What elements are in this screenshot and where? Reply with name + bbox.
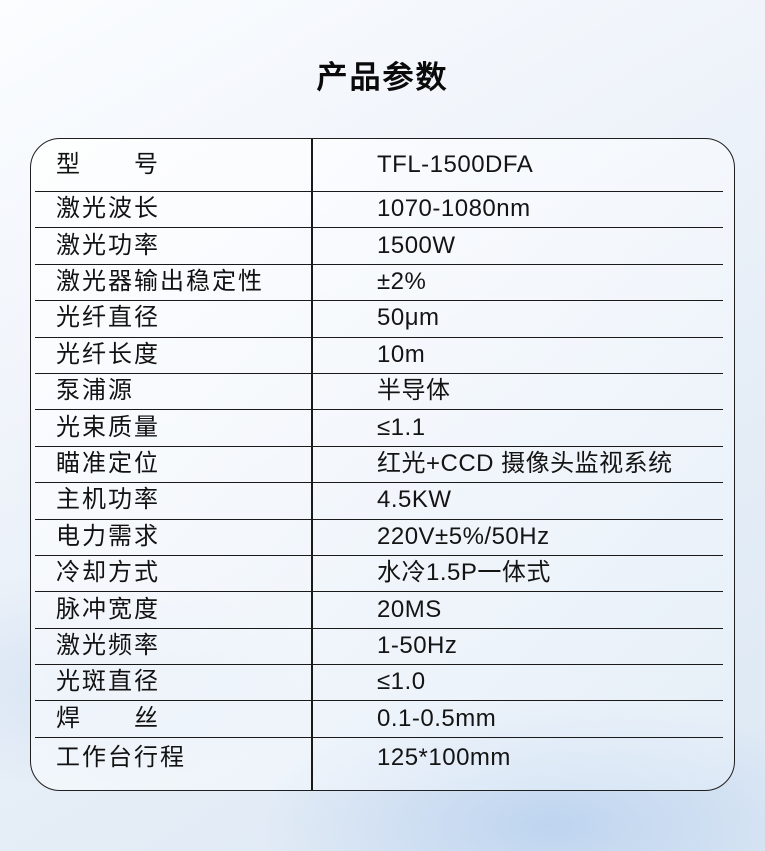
spec-value: 4.5KW xyxy=(377,486,452,514)
spec-table-rows: 型 号 TFL-1500DFA 激光波长 1070-1080nm 激光功率 15… xyxy=(35,139,723,790)
table-row: 电力需求 220V±5%/50Hz xyxy=(35,520,723,556)
spec-label: 光纤长度 xyxy=(56,340,160,368)
table-row: 泵浦源 半导体 xyxy=(35,374,723,411)
table-row: 激光功率 1500W xyxy=(35,228,723,265)
table-row: 光斑直径 ≤1.0 xyxy=(35,665,723,702)
spec-label: 光纤直径 xyxy=(56,304,160,332)
table-row: 激光波长 1070-1080nm xyxy=(35,192,723,229)
page-title: 产品参数 xyxy=(316,60,449,95)
spec-value: 半导体 xyxy=(377,377,451,405)
spec-value: 10m xyxy=(377,340,426,368)
spec-label: 激光波长 xyxy=(56,195,160,223)
spec-value: ≤1.1 xyxy=(377,413,426,441)
spec-value: 0.1-0.5mm xyxy=(377,704,497,732)
spec-value: TFL-1500DFA xyxy=(377,150,534,178)
spec-value: 125*100mm xyxy=(377,743,511,771)
table-row: 型 号 TFL-1500DFA xyxy=(35,139,723,192)
spec-label: 瞄准定位 xyxy=(56,450,160,478)
table-row: 冷却方式 水冷1.5P一体式 xyxy=(35,556,723,593)
table-row: 光束质量 ≤1.1 xyxy=(35,410,723,447)
spec-value: ±2% xyxy=(377,268,427,296)
spec-value: 220V±5%/50Hz xyxy=(377,522,550,550)
spec-label: 光束质量 xyxy=(56,413,160,441)
spec-label: 工作台行程 xyxy=(56,743,186,771)
spec-label: 光斑直径 xyxy=(56,668,160,696)
table-row: 主机功率 4.5KW xyxy=(35,483,723,520)
spec-label: 激光器输出稳定性 xyxy=(56,268,264,296)
spec-value: 1070-1080nm xyxy=(377,195,531,223)
spec-value: 水冷1.5P一体式 xyxy=(377,559,551,587)
spec-label: 冷却方式 xyxy=(56,559,160,587)
column-divider-line xyxy=(311,139,313,790)
table-row: 脉冲宽度 20MS xyxy=(35,592,723,629)
spec-label: 焊 丝 xyxy=(56,704,160,732)
table-row: 焊 丝 0.1-0.5mm xyxy=(35,701,723,738)
spec-value: 1-50Hz xyxy=(377,631,458,659)
spec-label: 主机功率 xyxy=(56,486,160,514)
table-row: 工作台行程 125*100mm xyxy=(35,738,723,790)
table-row: 光纤长度 10m xyxy=(35,338,723,374)
spec-value: 红光+CCD 摄像头监视系统 xyxy=(377,450,673,478)
spec-label: 激光功率 xyxy=(56,231,160,259)
spec-label: 脉冲宽度 xyxy=(56,595,160,623)
spec-label: 泵浦源 xyxy=(56,377,134,405)
spec-label: 激光频率 xyxy=(56,631,160,659)
table-row: 激光器输出稳定性 ±2% xyxy=(35,265,723,302)
spec-value: 1500W xyxy=(377,231,456,259)
spec-value: ≤1.0 xyxy=(377,668,426,696)
spec-value: 50μm xyxy=(377,304,440,332)
table-row: 瞄准定位 红光+CCD 摄像头监视系统 xyxy=(35,447,723,484)
spec-value: 20MS xyxy=(377,595,442,623)
spec-label: 型 号 xyxy=(56,150,160,178)
table-row: 激光频率 1-50Hz xyxy=(35,629,723,666)
spec-table: 型 号 TFL-1500DFA 激光波长 1070-1080nm 激光功率 15… xyxy=(30,138,735,791)
spec-label: 电力需求 xyxy=(56,522,160,550)
table-row: 光纤直径 50μm xyxy=(35,301,723,338)
